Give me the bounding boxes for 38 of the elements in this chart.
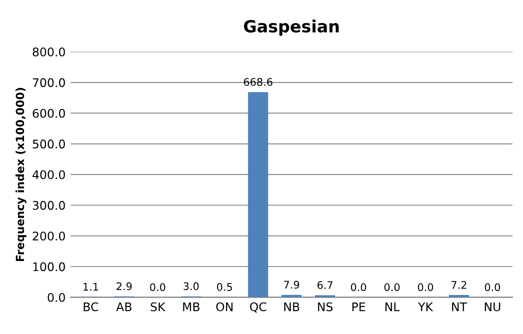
y-tick-label: 700.0 bbox=[32, 78, 65, 88]
y-tick-label: 100.0 bbox=[33, 262, 65, 272]
x-tick-label: MB bbox=[183, 302, 200, 312]
y-tick-label: 0.0 bbox=[48, 292, 65, 302]
y-tick-label: 800.0 bbox=[32, 47, 65, 56]
y-tick-label: 300.0 bbox=[32, 200, 65, 210]
x-tick-label: PE bbox=[352, 302, 366, 312]
x-tick-label: ON bbox=[216, 302, 233, 312]
data-label: 0.0 bbox=[484, 283, 500, 292]
y-tick-label: 400.0 bbox=[32, 170, 65, 180]
data-label: 1.1 bbox=[84, 282, 98, 291]
y-tick-label: 500.0 bbox=[32, 140, 65, 148]
data-label: 668.6 bbox=[244, 78, 272, 86]
x-tick-label: BC bbox=[84, 302, 98, 312]
x-tick-label: YK bbox=[418, 302, 434, 312]
data-label: 2.9 bbox=[116, 282, 132, 290]
x-tick-label: AB bbox=[116, 302, 132, 312]
data-label: 6.7 bbox=[317, 281, 332, 290]
data-label: 7.2 bbox=[452, 280, 466, 289]
data-label: 7.9 bbox=[284, 280, 300, 289]
data-label: 0.0 bbox=[384, 283, 400, 292]
data-label: 0.0 bbox=[150, 283, 166, 292]
bar bbox=[248, 92, 268, 298]
data-label: 0.5 bbox=[217, 283, 232, 291]
y-tick-label: 200.0 bbox=[32, 232, 65, 241]
x-tick-label: NL bbox=[385, 302, 400, 312]
x-tick-label: QC bbox=[250, 302, 266, 313]
x-tick-label: NT bbox=[452, 302, 468, 312]
chart-title: Gaspesian bbox=[244, 20, 339, 36]
x-tick-label: NS bbox=[318, 302, 333, 312]
data-label: 3.0 bbox=[184, 282, 199, 290]
x-tick-label: NB bbox=[284, 302, 300, 312]
y-axis-title: Frequency index (x100,000) bbox=[16, 88, 26, 262]
data-label: 0.0 bbox=[350, 283, 366, 292]
y-tick-label: 600.0 bbox=[32, 108, 65, 118]
x-tick-label: SK bbox=[150, 302, 166, 312]
data-label: 0.0 bbox=[418, 283, 434, 292]
x-tick-label: NU bbox=[484, 302, 500, 312]
